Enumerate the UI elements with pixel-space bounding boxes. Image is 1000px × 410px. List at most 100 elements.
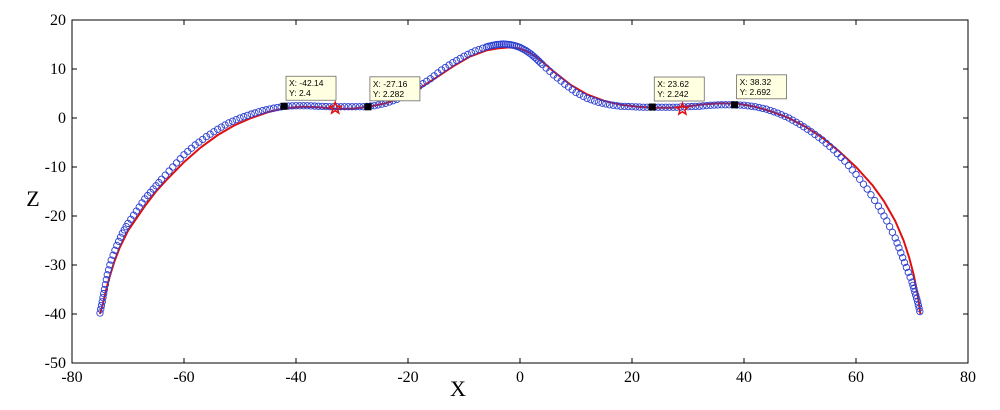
data-point: [269, 104, 278, 112]
datatip-box[interactable]: [285, 75, 337, 101]
data-point: [344, 103, 352, 111]
data-point: [523, 48, 532, 56]
data-point: [897, 249, 905, 257]
datatip-marker[interactable]: [280, 102, 288, 110]
data-point: [165, 167, 173, 175]
datatip-box[interactable]: [736, 74, 787, 100]
y-tick-label: -50: [45, 355, 66, 372]
y-tick-label: 0: [58, 110, 66, 127]
data-point: [665, 103, 673, 111]
datatip-box[interactable]: [653, 76, 705, 102]
data-point: [355, 103, 364, 111]
y-tick-label: -30: [45, 257, 66, 274]
datatip-marker[interactable]: [364, 103, 372, 111]
data-point: [717, 101, 726, 109]
data-point: [762, 105, 771, 113]
y-tick-label: 10: [50, 61, 66, 78]
data-point: [773, 109, 782, 117]
data-point: [437, 66, 446, 74]
data-point: [97, 305, 105, 313]
fit-line: [99, 46, 922, 315]
data-point: [904, 268, 912, 276]
data-point: [101, 280, 110, 289]
data-point: [598, 99, 606, 107]
data-point: [781, 112, 789, 121]
data-point: [516, 43, 524, 52]
data-point: [909, 281, 917, 290]
data-point: [102, 276, 111, 284]
data-point: [583, 94, 591, 103]
y-ticks: -50 -40 -30 -20 -10 0 10 20: [45, 12, 968, 372]
x-tick-label: -80: [61, 369, 82, 386]
data-point: [251, 109, 259, 117]
data-point: [106, 261, 114, 269]
data-point: [202, 132, 211, 141]
datatip-y-text: Y: 2.282: [373, 89, 404, 99]
data-point: [475, 45, 483, 54]
data-point: [777, 111, 785, 119]
data-point: [116, 233, 125, 241]
data-point: [115, 237, 123, 245]
data-point: [100, 285, 109, 294]
data-point: [714, 101, 722, 109]
data-point: [228, 117, 237, 125]
data-point: [266, 105, 274, 113]
data-point: [605, 101, 614, 109]
data-point: [837, 153, 845, 162]
data-point: [576, 90, 584, 99]
data-point: [620, 102, 629, 111]
x-tick-label: 0: [516, 369, 524, 386]
data-point: [852, 170, 860, 179]
data-point: [348, 103, 356, 111]
data-point: [900, 258, 909, 267]
data-point: [452, 56, 461, 65]
data-point: [96, 309, 104, 317]
data-point: [792, 118, 800, 126]
data-point: [460, 52, 468, 60]
datatip-marker[interactable]: [731, 101, 739, 109]
data-point: [587, 96, 595, 104]
data-point: [352, 103, 360, 111]
x-tick-label: -20: [397, 369, 418, 386]
data-point: [710, 101, 718, 109]
y-tick-label: -10: [45, 159, 66, 176]
star-markers: [327, 100, 691, 116]
x-tick-label: 80: [960, 369, 976, 386]
datatip-x-text: X: -42.14: [289, 78, 324, 88]
data-point: [374, 101, 382, 109]
data-point: [800, 123, 808, 131]
data-point: [859, 180, 868, 188]
data-point: [217, 123, 225, 131]
fit-curve: [99, 46, 922, 315]
data-point: [915, 304, 923, 312]
data-point: [661, 103, 670, 111]
data-point: [635, 103, 644, 111]
data-point: [169, 163, 177, 171]
data-point: [867, 191, 875, 199]
data-point: [699, 102, 707, 110]
data-point: [247, 110, 255, 118]
data-point: [740, 101, 748, 109]
data-point: [97, 301, 106, 310]
data-point: [176, 155, 184, 163]
data-point: [721, 101, 729, 109]
datatip-marker[interactable]: [648, 103, 656, 111]
data-point: [908, 278, 916, 286]
data-point: [292, 102, 300, 110]
data-point: [445, 61, 453, 69]
data-point: [691, 102, 700, 111]
x-tick-label: 60: [848, 369, 864, 386]
x-tick-label: 20: [624, 369, 640, 386]
data-point: [759, 104, 767, 113]
star-marker: [327, 100, 343, 115]
datatip-box[interactable]: [369, 76, 421, 102]
data-point: [103, 271, 111, 279]
plot-area: [71, 19, 969, 364]
data-point: [255, 108, 263, 116]
data-point: [632, 103, 640, 111]
data-point: [243, 111, 252, 120]
data-point: [104, 266, 113, 274]
data-point: [624, 102, 632, 111]
data-point: [856, 175, 864, 183]
data-point: [213, 125, 222, 133]
